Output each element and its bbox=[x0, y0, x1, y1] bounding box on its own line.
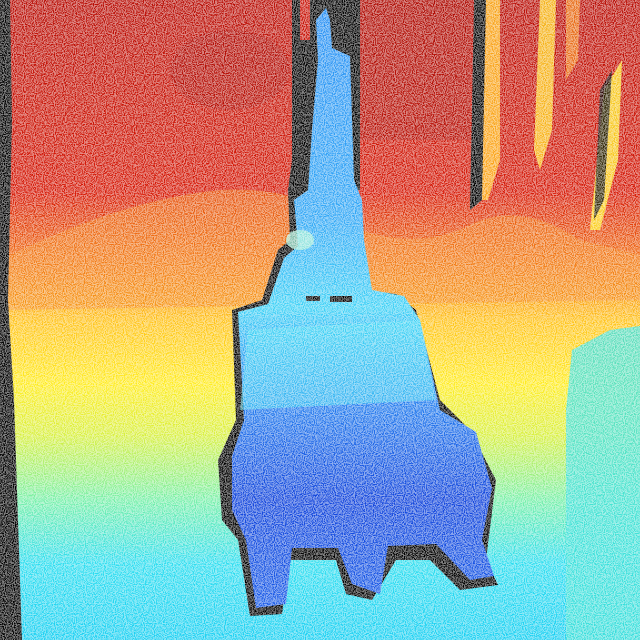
depth-map-image bbox=[0, 0, 640, 640]
depth-noise-speckle bbox=[0, 0, 640, 640]
